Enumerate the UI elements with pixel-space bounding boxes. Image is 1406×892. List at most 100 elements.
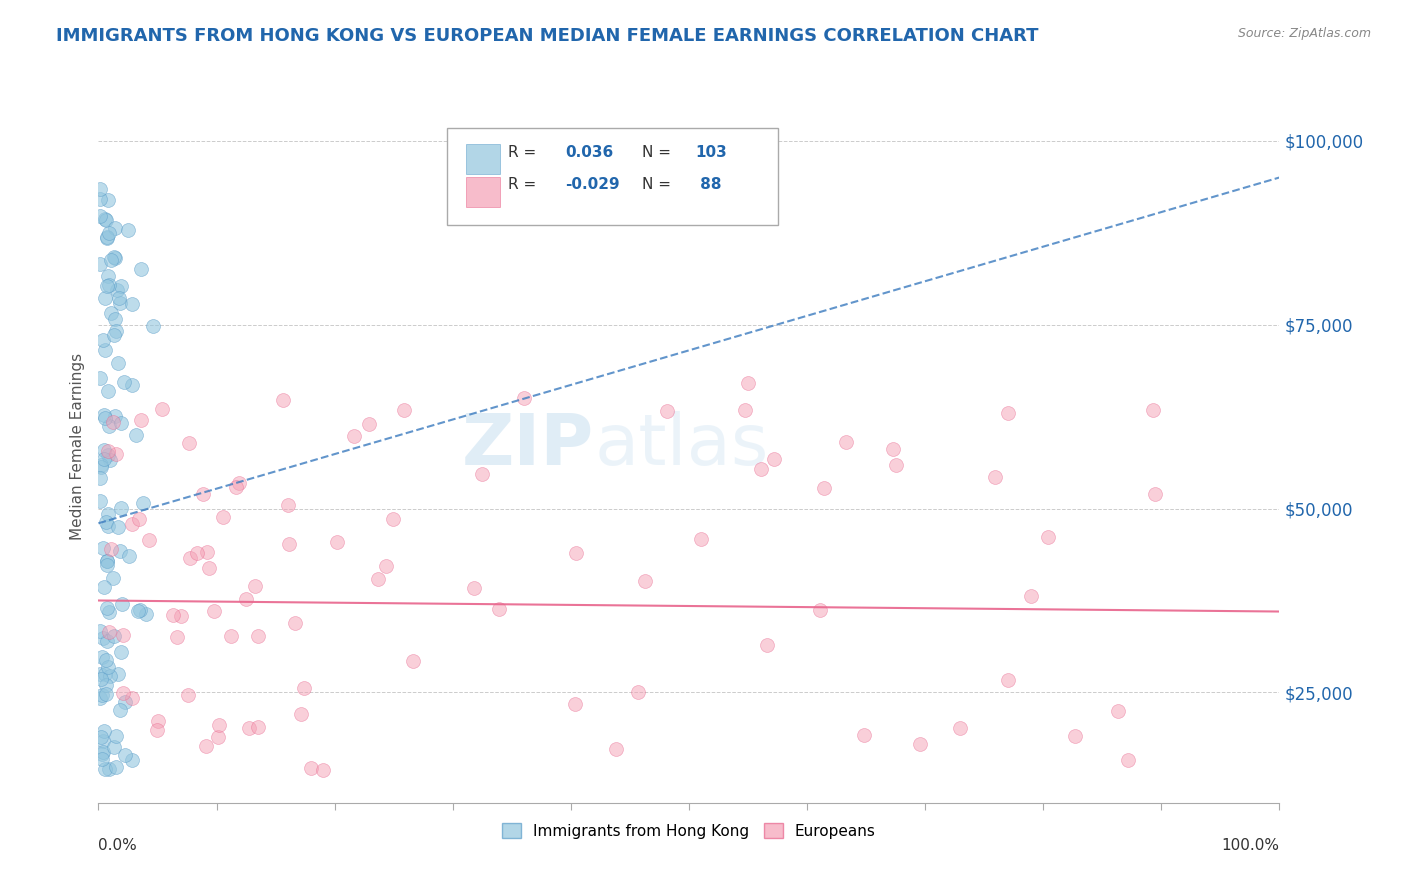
Point bbox=[97, 226, 120, 240]
Point bbox=[97, 519, 120, 533]
Point bbox=[90, 650, 112, 665]
Point bbox=[128, 603, 150, 617]
Point bbox=[103, 251, 125, 265]
Point bbox=[103, 629, 125, 643]
Point bbox=[93, 451, 115, 466]
Point bbox=[382, 512, 405, 526]
Point bbox=[179, 551, 201, 566]
Point bbox=[93, 291, 115, 305]
Point bbox=[112, 685, 135, 699]
FancyBboxPatch shape bbox=[465, 145, 501, 174]
Point bbox=[94, 667, 117, 681]
Point bbox=[89, 182, 111, 196]
Point bbox=[402, 654, 425, 668]
Point bbox=[367, 572, 389, 586]
Point bbox=[884, 458, 907, 472]
Point bbox=[212, 510, 235, 524]
Point bbox=[121, 516, 143, 531]
Point bbox=[97, 268, 120, 283]
Point bbox=[100, 306, 122, 320]
Point bbox=[194, 739, 217, 754]
Point bbox=[756, 638, 779, 652]
Point bbox=[246, 720, 269, 734]
Point bbox=[111, 597, 134, 611]
Point bbox=[89, 493, 111, 508]
Point bbox=[93, 580, 115, 594]
Point bbox=[179, 436, 201, 450]
Point bbox=[146, 723, 169, 737]
Point bbox=[97, 448, 120, 462]
Point bbox=[195, 545, 218, 559]
Point bbox=[246, 629, 269, 643]
FancyBboxPatch shape bbox=[447, 128, 778, 225]
Point bbox=[91, 752, 114, 766]
Point bbox=[207, 731, 229, 745]
Point bbox=[135, 607, 157, 621]
Point bbox=[277, 498, 299, 512]
Point bbox=[148, 714, 170, 728]
Point bbox=[96, 554, 118, 568]
Text: ZIP: ZIP bbox=[463, 411, 595, 481]
Point bbox=[108, 295, 131, 310]
Point bbox=[105, 729, 128, 743]
Point bbox=[97, 443, 120, 458]
Point bbox=[204, 603, 226, 617]
Point bbox=[1019, 589, 1042, 603]
Point bbox=[375, 559, 398, 574]
Y-axis label: Median Female Earnings: Median Female Earnings bbox=[70, 352, 86, 540]
Point bbox=[114, 748, 136, 763]
Point bbox=[277, 537, 299, 551]
Point bbox=[284, 615, 307, 630]
Point bbox=[96, 600, 118, 615]
Point bbox=[186, 546, 208, 560]
Point bbox=[103, 409, 125, 423]
Text: 0.036: 0.036 bbox=[565, 145, 613, 160]
Point bbox=[94, 762, 117, 776]
Point bbox=[96, 558, 118, 572]
Point bbox=[219, 629, 242, 643]
Point bbox=[93, 724, 115, 739]
Point bbox=[93, 408, 115, 422]
Point bbox=[96, 231, 118, 245]
Point bbox=[853, 728, 876, 742]
Point bbox=[96, 687, 118, 701]
Point bbox=[565, 546, 588, 560]
Point bbox=[96, 634, 118, 648]
Point bbox=[121, 753, 143, 767]
Point bbox=[198, 561, 221, 575]
Point bbox=[97, 193, 120, 207]
Point bbox=[131, 496, 153, 510]
Point bbox=[90, 458, 112, 472]
Point bbox=[1142, 403, 1164, 417]
Point bbox=[129, 413, 152, 427]
Point bbox=[984, 470, 1007, 484]
Point bbox=[94, 212, 117, 227]
Point bbox=[125, 428, 148, 442]
Text: 88: 88 bbox=[695, 178, 721, 192]
Point bbox=[97, 277, 120, 292]
Point bbox=[471, 467, 494, 482]
Point bbox=[107, 356, 129, 370]
Point bbox=[235, 591, 257, 606]
Point bbox=[627, 685, 650, 699]
Point bbox=[91, 747, 114, 761]
Point bbox=[100, 541, 122, 556]
Point bbox=[762, 451, 785, 466]
Point bbox=[734, 402, 756, 417]
Point bbox=[97, 419, 120, 434]
Point bbox=[138, 533, 160, 548]
Point bbox=[110, 645, 132, 659]
Point bbox=[97, 605, 120, 619]
Point bbox=[176, 688, 198, 702]
Point bbox=[100, 669, 122, 683]
Point bbox=[166, 630, 188, 644]
Point bbox=[89, 459, 111, 474]
Point bbox=[98, 762, 121, 776]
Point bbox=[191, 486, 214, 500]
Point bbox=[91, 746, 114, 760]
Point bbox=[94, 678, 117, 692]
Text: 100.0%: 100.0% bbox=[1222, 838, 1279, 854]
Text: N =: N = bbox=[641, 178, 671, 192]
Point bbox=[103, 328, 125, 343]
Point bbox=[238, 721, 260, 735]
